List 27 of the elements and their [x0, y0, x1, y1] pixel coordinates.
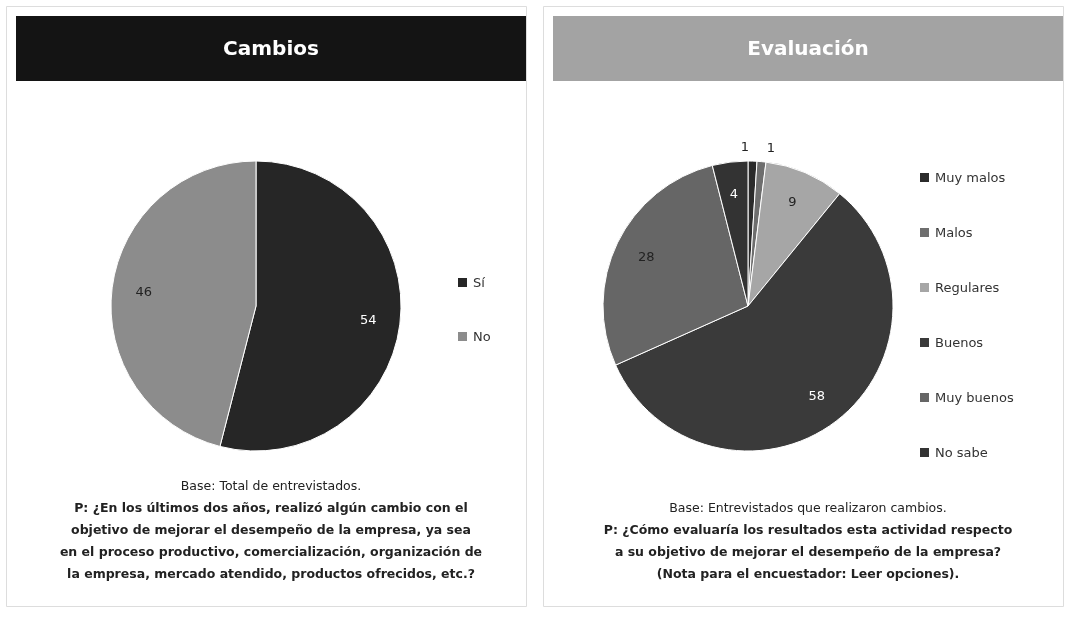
legend-label: Malos [935, 224, 973, 240]
text: (Nota para el encuestador: Leer opciones). [656, 566, 960, 581]
legend-label: Muy malos [935, 169, 1006, 185]
text: P: ¿En los últimos dos años, realizó algún cambio con el [74, 500, 468, 515]
text: la empresa, mercado atendido, productos ofrecidos, etc.? [67, 566, 475, 581]
data-label: 9 [788, 194, 797, 210]
text: P: ¿Cómo evaluaría los resultados esta actividad respecto [603, 522, 1013, 537]
data-label: 1 [766, 139, 775, 155]
legend-label: No [473, 328, 491, 344]
text: objetivo de mejorar el desempeño de la empresa, ya sea [71, 522, 471, 537]
data-label: 58 [808, 387, 826, 403]
text: Base: Entrevistados que realizaron cambios. [669, 500, 947, 515]
data-label: 46 [135, 283, 153, 299]
data-label: 4 [729, 185, 739, 201]
text: Base: Total de entrevistados. [180, 478, 362, 493]
legend-label: Regulares [935, 279, 1000, 295]
legend-label: No sabe [935, 444, 988, 460]
text: a su objetivo de mejorar el desempeño de la empresa? [614, 544, 1002, 559]
data-label: 28 [637, 248, 655, 264]
chart-title: Cambios [223, 36, 319, 60]
legend-label: Muy buenos [935, 389, 1014, 405]
legend-label: Sí [473, 274, 486, 290]
chart-title: Evaluación [747, 36, 869, 60]
text: en el proceso productivo, comercialización, organización de [59, 544, 483, 559]
data-label: 54 [359, 312, 377, 328]
data-label: 1 [740, 139, 750, 155]
legend-label: Buenos [935, 334, 984, 350]
